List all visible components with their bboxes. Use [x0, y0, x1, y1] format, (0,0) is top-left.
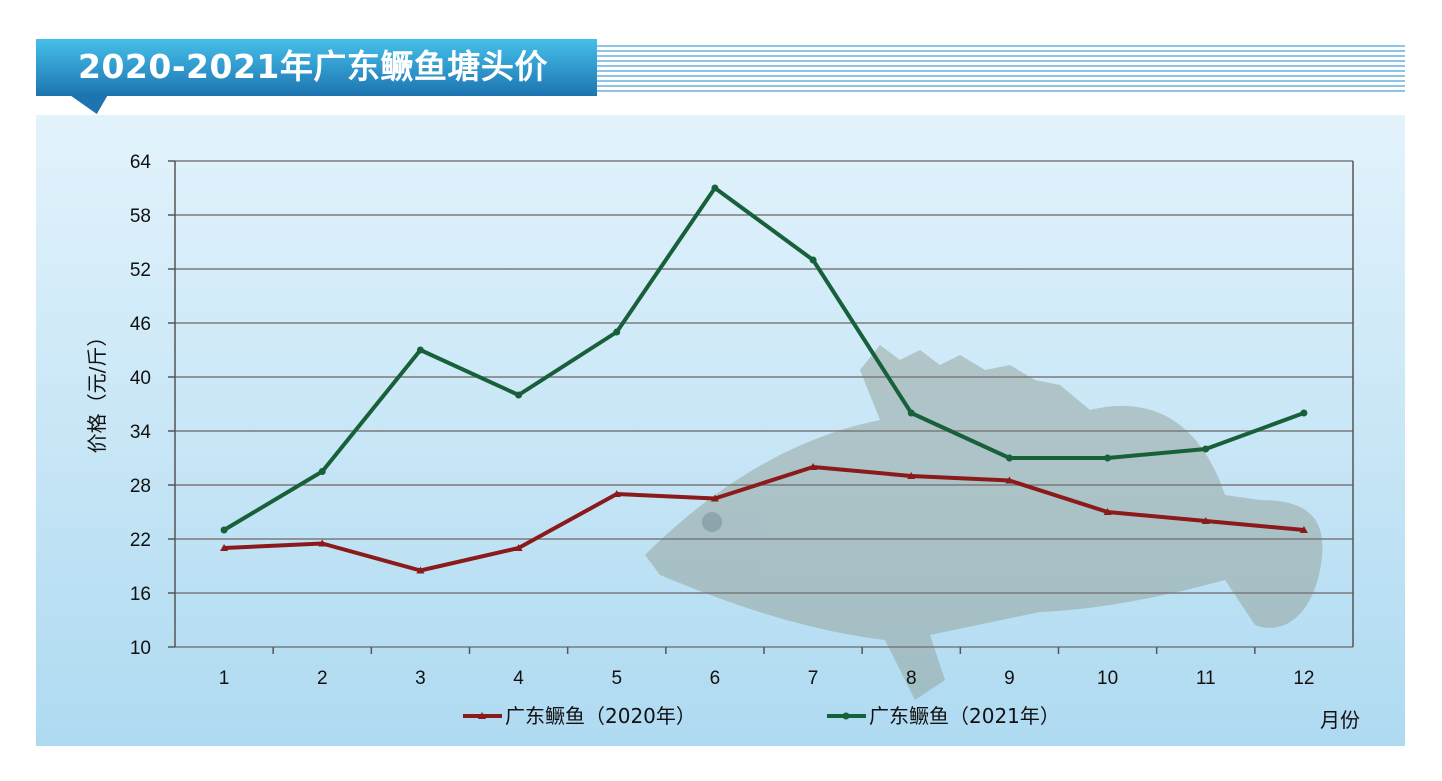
- y-axis-label: 价格（元/斤）: [85, 327, 109, 454]
- title-banner: [36, 39, 597, 96]
- y-tick-label: 22: [130, 530, 151, 551]
- data-point: [809, 256, 817, 264]
- data-point: [711, 184, 719, 192]
- x-tick-label: 12: [1293, 668, 1314, 689]
- data-point: [1005, 454, 1013, 462]
- x-tick-label: 9: [1004, 668, 1015, 689]
- y-tick-label: 10: [130, 638, 151, 659]
- data-point: [220, 544, 229, 551]
- data-point: [1104, 454, 1112, 462]
- data-point: [1300, 409, 1308, 417]
- data-point: [710, 494, 719, 502]
- data-point: [1103, 508, 1112, 515]
- x-axis-label: 月份: [1320, 708, 1360, 732]
- data-point: [907, 409, 915, 417]
- data-point: [416, 566, 425, 574]
- x-tick-label: 8: [906, 668, 917, 689]
- data-point: [613, 328, 621, 336]
- fish-illustration: [645, 345, 1323, 700]
- decorative-stripes: [597, 42, 1405, 93]
- series-line-1: [223, 186, 1305, 532]
- data-point: [809, 463, 818, 470]
- x-tick-label: 7: [808, 668, 819, 689]
- legend-marker: [478, 712, 486, 719]
- data-point: [318, 539, 327, 547]
- data-point: [514, 544, 523, 551]
- x-tick-label: 5: [611, 668, 622, 689]
- x-tick-label: 2: [317, 668, 328, 689]
- y-tick-label: 40: [130, 368, 151, 389]
- data-point: [515, 391, 523, 399]
- y-tick-label: 46: [130, 314, 151, 335]
- data-point: [220, 526, 228, 534]
- y-tick-label: 64: [130, 152, 152, 173]
- legend: 广东鳜鱼（2020年） 广东鳜鱼（2021年）: [463, 704, 1060, 728]
- y-tick-label: 16: [130, 584, 151, 605]
- y-tick-label: 58: [130, 206, 151, 227]
- x-tick-label: 1: [219, 668, 230, 689]
- y-tick-label: 28: [130, 476, 151, 497]
- data-point: [318, 468, 326, 475]
- x-tick-label: 3: [415, 668, 426, 689]
- data-point: [1005, 476, 1014, 484]
- data-point: [1299, 526, 1308, 533]
- y-tick-label: 34: [130, 422, 152, 443]
- chart-title: 2020-2021年广东鳜鱼塘头价: [78, 47, 548, 86]
- legend-label-2020: 广东鳜鱼（2020年）: [505, 704, 696, 728]
- legend-label-2021: 广东鳜鱼（2021年）: [869, 704, 1060, 728]
- x-tick-label: 6: [710, 668, 721, 689]
- legend-marker: [842, 712, 850, 720]
- data-point: [1201, 517, 1210, 524]
- y-tick-label: 52: [130, 260, 151, 281]
- data-point: [907, 472, 916, 479]
- x-tick-label: 10: [1097, 668, 1118, 689]
- data-point: [416, 346, 424, 354]
- x-tick-label: 4: [513, 668, 524, 689]
- data-point: [612, 490, 621, 497]
- data-point: [1202, 445, 1210, 453]
- series-line-0: [223, 465, 1305, 573]
- x-tick-label: 11: [1196, 668, 1216, 689]
